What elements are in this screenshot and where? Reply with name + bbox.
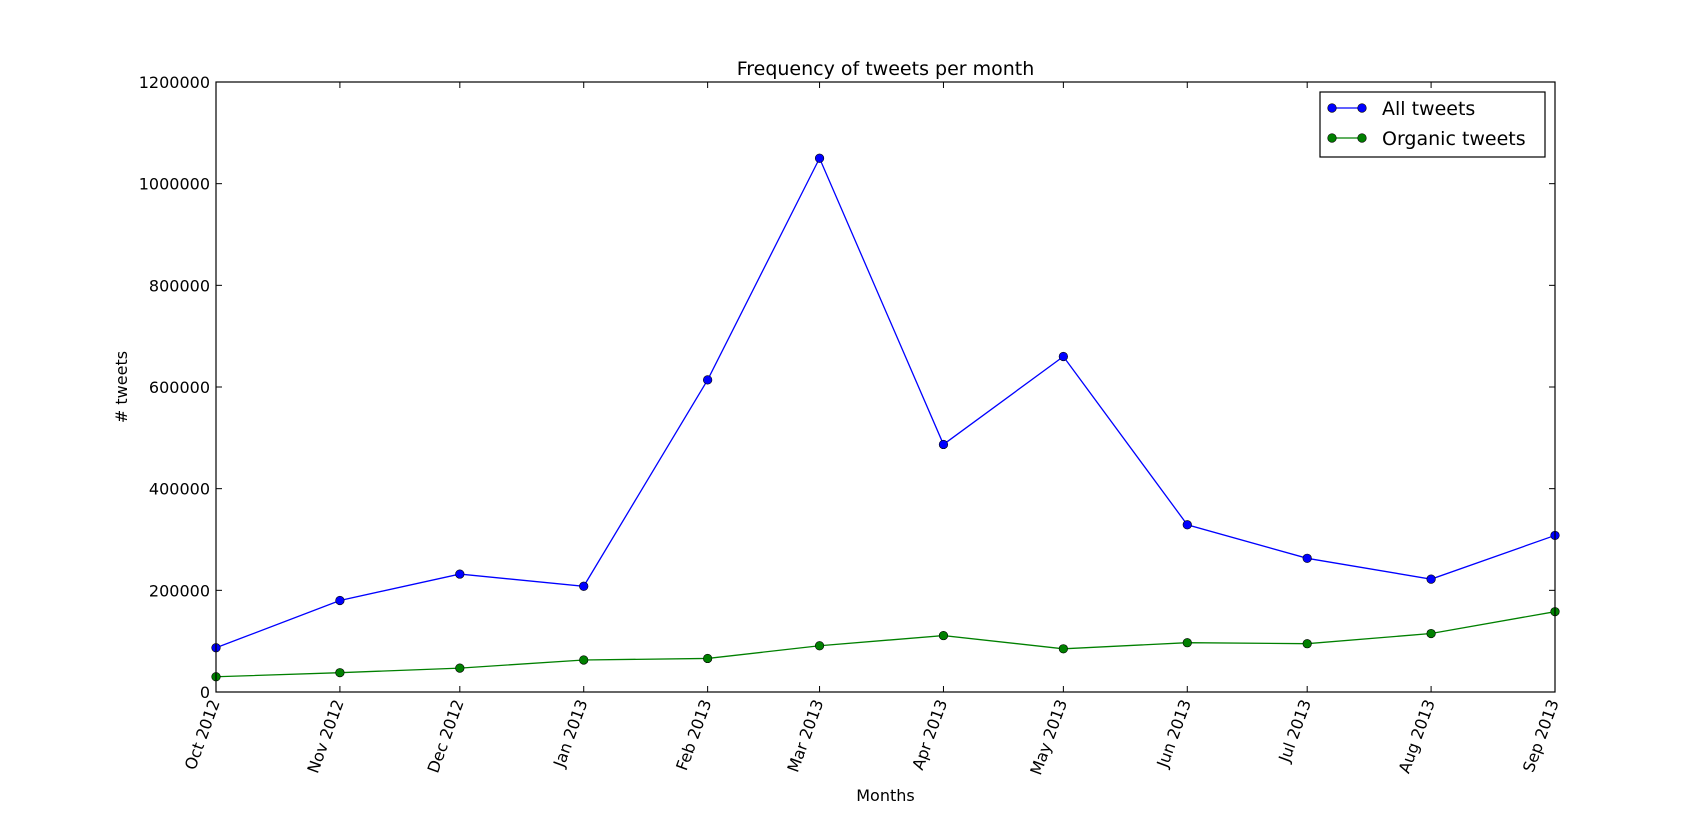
data-point-series-2: [1182, 638, 1192, 648]
chart-title: Frequency of tweets per month: [737, 58, 1035, 80]
series-line-1: [215, 156, 1556, 649]
legend-marker: [1327, 103, 1337, 113]
legend-box: [1319, 91, 1546, 158]
y-axis-title: # tweets: [112, 351, 131, 423]
data-point-series-1: [455, 569, 465, 579]
data-point-series-1: [1182, 520, 1192, 530]
legend-marker: [1357, 103, 1367, 113]
y-tick-label: 1200000: [139, 73, 210, 92]
data-point-series-1: [579, 581, 589, 591]
data-point-series-2: [335, 668, 345, 678]
x-tick-label: Mar 2013: [783, 697, 827, 775]
legend: All tweets Organic tweets: [1319, 91, 1546, 158]
data-point-series-2: [1302, 639, 1312, 649]
x-tick-label: Jan 2013: [549, 697, 591, 771]
data-point-series-1: [703, 375, 713, 385]
y-tick-label: 200000: [149, 581, 210, 600]
plot-frame: [215, 81, 1556, 693]
plot-area: 0 200000 400000 600000 800000 1000000 1200000 O…: [139, 73, 1563, 778]
x-tick-label: Oct 2012: [181, 697, 224, 773]
x-tick-label: Apr 2013: [908, 697, 951, 773]
data-point-series-1: [814, 153, 825, 163]
y-tick-label: 600000: [149, 378, 210, 397]
legend-label: Organic tweets: [1382, 128, 1526, 150]
y-tick-label: 800000: [149, 276, 210, 295]
y-tick-label: 1000000: [139, 175, 210, 194]
data-point-series-1: [1426, 574, 1436, 584]
data-point-series-2: [814, 641, 825, 651]
data-point-series-1: [1058, 351, 1068, 362]
x-tick-label: May 2013: [1026, 697, 1071, 778]
data-point-series-2: [1426, 628, 1436, 639]
legend-marker: [1327, 133, 1337, 143]
x-tick-label: Feb 2013: [672, 697, 715, 773]
data-point-series-2: [1058, 644, 1068, 654]
legend-marker: [1357, 133, 1367, 143]
x-tick-label: Jul 2013: [1274, 697, 1314, 766]
data-point-series-2: [455, 663, 465, 673]
data-point-series-1: [938, 439, 949, 450]
x-tick-label: Aug 2013: [1395, 697, 1439, 776]
x-tick-label: Sep 2013: [1519, 697, 1563, 775]
x-tick-label: Nov 2012: [303, 697, 347, 776]
data-point-series-2: [703, 653, 713, 664]
data-point-series-1: [1302, 553, 1312, 563]
series-line-2: [215, 611, 1556, 678]
data-point-series-2: [938, 630, 949, 641]
legend-label: All tweets: [1382, 98, 1475, 120]
x-tick-label: Dec 2012: [423, 697, 467, 776]
data-point-series-1: [335, 595, 345, 606]
data-point-series-2: [579, 655, 589, 665]
x-tick-label: Jun 2013: [1153, 697, 1195, 771]
y-tick-label: 0: [200, 683, 210, 702]
y-tick-label: 400000: [149, 480, 210, 499]
x-axis-title: Months: [856, 786, 914, 805]
